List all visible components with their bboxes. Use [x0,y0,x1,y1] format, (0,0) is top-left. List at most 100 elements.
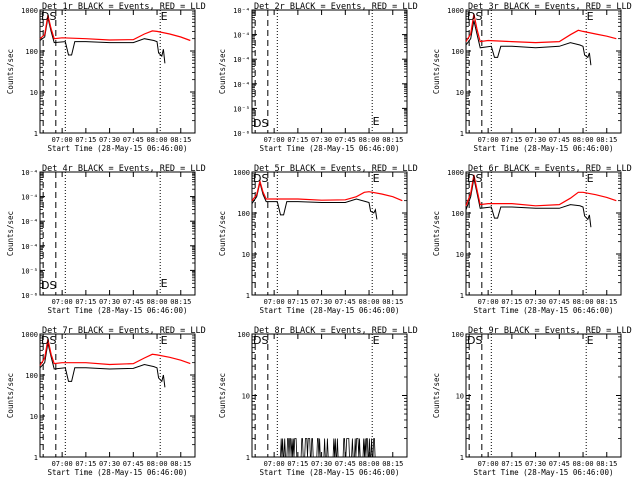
panel-7-ylabel: Counts/sec [6,373,15,418]
panel-9-ytick-label: 10 [456,393,464,401]
panel-8-title: Det 8r BLACK = Events, RED = LLD [254,326,418,336]
panel-5-ytick-label: 100 [237,210,250,218]
panel-8-ytick-label: 10 [242,393,250,401]
panel-6-lld-series [465,174,617,207]
panel-1-ytick-label: 1 [34,130,38,138]
panel-3-marker-ds: DS [467,10,482,23]
panel-3-xtick-label: 08:15 [596,136,617,144]
panel-8-marker-e: E [373,334,380,347]
panel-5-marker-e: E [373,172,380,185]
panel-9-xtick-label: 07:30 [525,460,546,468]
panel-4-xtick-label: 08:00 [147,298,168,306]
panel-6-xlabel: Start Time (28-May-15 06:46:00) [474,306,614,315]
panel-2-ytick-label: 10⁻⁴ [233,56,250,64]
panel-5-ytick-label: 10 [242,251,250,259]
panel-5-events-series [251,182,378,220]
panel-7-ytick-label: 100 [25,372,38,380]
panel-3-ylabel: Counts/sec [432,49,441,94]
panel-3-ytick-label: 1000 [447,7,464,15]
panel-8-xtick-label: 07:00 [264,460,285,468]
panel-9-ylabel: Counts/sec [432,373,441,418]
panel-5-title: Det 5r BLACK = Events, RED = LLD [254,164,418,174]
panel-5-marker-ds: DS [253,172,268,185]
panel-3-xtick-label: 07:15 [501,136,522,144]
panel-4-ytick-label: 10⁻⁶ [21,292,38,300]
panel-7-xlabel: Start Time (28-May-15 06:46:00) [48,468,188,477]
panel-7-ytick-label: 1000 [21,331,38,339]
panel-1-lld-series [39,14,191,42]
panel-5-ylabel: Counts/sec [218,211,227,256]
panel-2-xtick-label: 08:15 [382,136,403,144]
panel-6-title: Det 6r BLACK = Events, RED = LLD [468,164,632,174]
panel-3-xtick-label: 08:00 [573,136,594,144]
panel-3-marker-e: E [587,10,594,23]
panel-3-frame [465,9,622,134]
panel-9-title: Det 9r BLACK = Events, RED = LLD [468,326,632,336]
panel-6-frame [465,171,622,296]
panel-4-ytick-label: 10⁻⁵ [21,267,38,275]
panel-5-ytick-label: 1 [246,292,250,300]
panel-5-xtick-label: 08:00 [359,298,380,306]
panel-8-ytick-label: 1 [246,454,250,462]
panel-9-xtick-label: 08:00 [573,460,594,468]
panel-1-title: Det 1r BLACK = Events, RED = LLD [42,2,206,12]
panel-7-frame [39,333,196,458]
panel-7-marker-ds: DS [41,334,56,347]
panel-2-marker-e: E [373,115,380,128]
panel-6-events-series [465,178,592,228]
panel-9-xtick-label: 07:45 [549,460,570,468]
panel-7-lld-series [39,338,191,366]
panel-3-title: Det 3r BLACK = Events, RED = LLD [468,2,632,12]
panel-7-events-series [39,342,166,388]
panel-2-xtick-label: 07:45 [335,136,356,144]
panel-4-xlabel: Start Time (28-May-15 06:46:00) [48,306,188,315]
panel-2-ytick-label: 10⁻⁵ [233,105,250,113]
panel-2-ytick-label: 10⁻⁴ [233,32,250,40]
panel-4-ytick-label: 10⁻⁴ [21,194,38,202]
panel-3-ytick-label: 1 [460,130,464,138]
panel-6-ytick-label: 100 [451,210,464,218]
panel-4-xtick-label: 07:15 [75,298,96,306]
panel-2-ytick-label: 10⁻⁴ [233,81,250,89]
panel-8-xlabel: Start Time (28-May-15 06:46:00) [260,468,400,477]
panel-3-xtick-label: 07:45 [549,136,570,144]
panel-6-xtick-label: 07:00 [478,298,499,306]
panel-9-frame [465,333,622,458]
panel-7-marker-e: E [161,334,168,347]
panel-8-xtick-label: 07:15 [287,460,308,468]
panel-7-xtick-label: 07:15 [75,460,96,468]
panel-4-xtick-label: 07:30 [99,298,120,306]
panel-1-ytick-label: 100 [25,48,38,56]
panel-8-frame [251,333,408,458]
panel-5-xtick-label: 07:45 [335,298,356,306]
panel-8-xtick-label: 08:00 [359,460,380,468]
panel-9-marker-e: E [587,334,594,347]
panel-1-events-series [39,17,166,64]
panel-4-ytick-label: 10⁻⁴ [21,218,38,226]
panel-8-marker-ds: DS [253,334,268,347]
panel-1-frame [39,9,196,134]
panel-1-xtick-label: 07:30 [99,136,120,144]
panel-6-xtick-label: 07:15 [501,298,522,306]
panel-4-title: Det 4r BLACK = Events, RED = LLD [42,164,206,174]
panel-9-xlabel: Start Time (28-May-15 06:46:00) [474,468,614,477]
panel-3-ytick-label: 10 [456,89,464,97]
panel-2-xtick-label: 07:15 [287,136,308,144]
panel-1-xtick-label: 08:00 [147,136,168,144]
panel-7-title: Det 7r BLACK = Events, RED = LLD [42,326,206,336]
panel-6-xtick-label: 08:00 [573,298,594,306]
panel-6-marker-ds: DS [467,172,482,185]
panel-1-marker-e: E [161,10,168,23]
panel-7-ytick-label: 1 [34,454,38,462]
panel-9-xtick-label: 07:00 [478,460,499,468]
panel-1-marker-ds: DS [41,10,56,23]
panel-4-xtick-label: 07:00 [52,298,73,306]
panel-5-frame [251,171,408,296]
panel-5-xtick-label: 07:00 [264,298,285,306]
panel-4-marker-ds: DS [41,279,56,292]
panel-3-xtick-label: 07:30 [525,136,546,144]
panel-6-marker-e: E [587,172,594,185]
panel-1-xtick-label: 07:00 [52,136,73,144]
panel-8-xtick-label: 07:45 [335,460,356,468]
